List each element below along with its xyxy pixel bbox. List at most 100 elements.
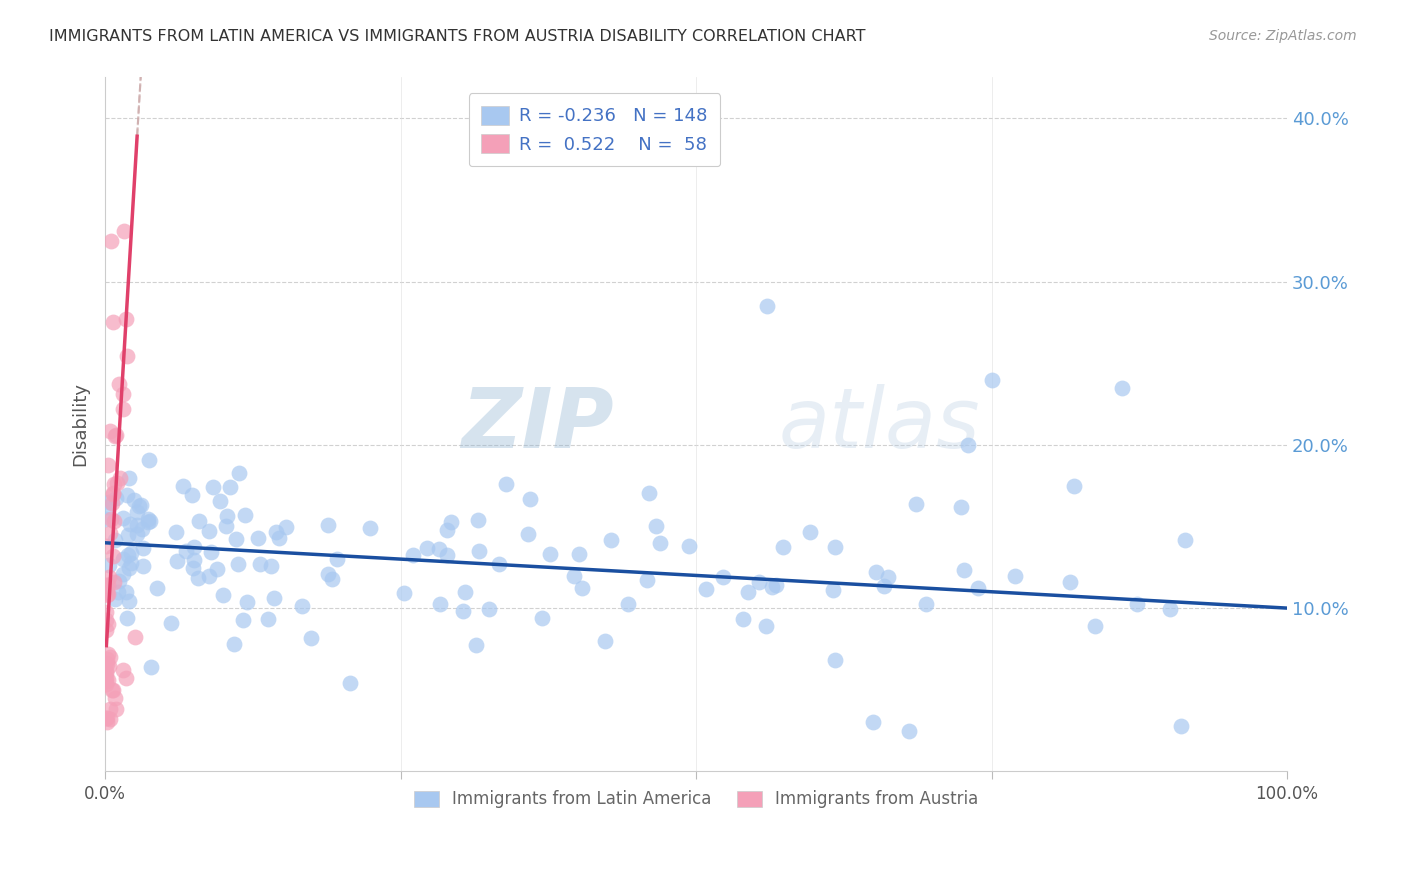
- Point: [166, 554, 188, 568]
- Point: [96, 657, 118, 671]
- Point: [103, 315, 125, 329]
- Point: [111, 663, 134, 677]
- Point: [436, 524, 458, 538]
- Point: [129, 499, 152, 513]
- Point: [205, 562, 228, 576]
- Point: [538, 547, 561, 561]
- Point: [799, 524, 821, 539]
- Point: [96, 540, 118, 554]
- Point: [823, 582, 845, 597]
- Point: [136, 515, 159, 529]
- Point: [104, 429, 127, 443]
- Point: [97, 458, 120, 472]
- Point: [1126, 597, 1149, 611]
- Point: [132, 541, 155, 555]
- Point: [96, 673, 118, 687]
- Point: [103, 549, 125, 563]
- Point: [139, 514, 162, 528]
- Point: [562, 569, 585, 583]
- Point: [571, 581, 593, 595]
- Point: [98, 424, 121, 438]
- Point: [454, 585, 477, 599]
- Point: [1159, 602, 1181, 616]
- Point: [124, 631, 146, 645]
- Point: [115, 671, 138, 685]
- Point: [127, 517, 149, 532]
- Point: [112, 511, 135, 525]
- Point: [97, 500, 120, 514]
- Point: [111, 402, 134, 417]
- Text: Source: ZipAtlas.com: Source: ZipAtlas.com: [1209, 29, 1357, 43]
- Point: [519, 491, 541, 506]
- Point: [118, 470, 141, 484]
- Point: [269, 531, 291, 545]
- Point: [568, 547, 591, 561]
- Point: [212, 588, 235, 602]
- Point: [97, 586, 120, 600]
- Point: [402, 549, 425, 563]
- Point: [96, 512, 118, 526]
- Point: [112, 224, 135, 238]
- Point: [108, 377, 131, 392]
- Point: [824, 653, 846, 667]
- Point: [756, 299, 779, 313]
- Point: [451, 604, 474, 618]
- Point: [316, 566, 339, 581]
- Point: [111, 386, 134, 401]
- Point: [617, 597, 640, 611]
- Point: [711, 570, 734, 584]
- Point: [96, 715, 118, 730]
- Point: [226, 558, 249, 572]
- Point: [118, 594, 141, 608]
- Point: [115, 584, 138, 599]
- Point: [427, 541, 450, 556]
- Point: [128, 499, 150, 513]
- Point: [120, 556, 142, 570]
- Point: [111, 567, 134, 582]
- Point: [650, 536, 672, 550]
- Point: [97, 495, 120, 509]
- Point: [872, 579, 894, 593]
- Point: [104, 428, 127, 442]
- Point: [97, 647, 120, 661]
- Point: [115, 312, 138, 326]
- Point: [1084, 619, 1107, 633]
- Point: [200, 545, 222, 559]
- Point: [117, 528, 139, 542]
- Point: [516, 527, 538, 541]
- Point: [468, 544, 491, 558]
- Point: [1111, 381, 1133, 395]
- Point: [862, 715, 884, 730]
- Point: [101, 485, 124, 500]
- Point: [117, 610, 139, 624]
- Point: [748, 575, 770, 590]
- Point: [96, 651, 118, 665]
- Point: [125, 505, 148, 519]
- Point: [118, 516, 141, 531]
- Point: [263, 591, 285, 605]
- Point: [318, 517, 340, 532]
- Point: [105, 476, 128, 491]
- Text: IMMIGRANTS FROM LATIN AMERICA VS IMMIGRANTS FROM AUSTRIA DISABILITY CORRELATION : IMMIGRANTS FROM LATIN AMERICA VS IMMIGRA…: [49, 29, 866, 44]
- Text: ZIP: ZIP: [461, 384, 613, 465]
- Point: [967, 581, 990, 595]
- Point: [299, 632, 322, 646]
- Point: [1004, 568, 1026, 582]
- Point: [183, 540, 205, 554]
- Point: [105, 491, 128, 506]
- Point: [360, 521, 382, 535]
- Point: [260, 559, 283, 574]
- Point: [98, 702, 121, 716]
- Point: [531, 610, 554, 624]
- Point: [98, 526, 121, 541]
- Point: [104, 592, 127, 607]
- Point: [1063, 478, 1085, 492]
- Point: [96, 588, 118, 602]
- Point: [465, 639, 488, 653]
- Point: [103, 574, 125, 589]
- Point: [824, 541, 846, 555]
- Point: [467, 513, 489, 527]
- Point: [980, 372, 1002, 386]
- Point: [236, 595, 259, 609]
- Point: [181, 487, 204, 501]
